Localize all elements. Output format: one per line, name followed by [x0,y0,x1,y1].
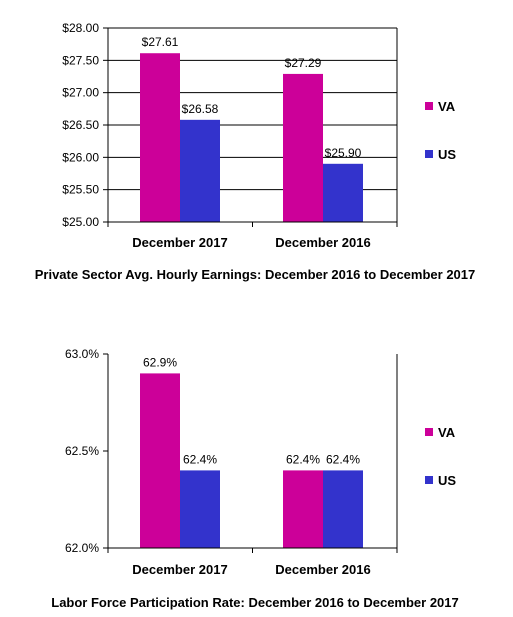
chart-title: Labor Force Participation Rate: December… [51,595,459,610]
y-tick-label: 62.0% [65,541,99,555]
y-tick-label: 62.5% [65,444,99,458]
bar-va [140,53,180,222]
legend-swatch-us [425,150,433,158]
legend-label-va: VA [438,99,456,114]
legend-swatch-va [425,102,433,110]
legend-label-us: US [438,147,456,162]
bar-us [180,470,220,548]
data-label: $27.61 [142,35,179,49]
y-tick-label: $25.00 [62,215,99,229]
x-tick-label: December 2017 [132,235,227,250]
x-tick-label: December 2016 [275,562,370,577]
legend-swatch-va [425,428,433,436]
y-tick-label: $28.00 [62,21,99,35]
data-label: $26.58 [182,102,219,116]
legend-swatch-us [425,476,433,484]
y-tick-label: $27.50 [62,53,99,67]
bar-us [323,470,363,548]
y-tick-label: $26.50 [62,118,99,132]
y-tick-label: $26.00 [62,150,99,164]
data-label: 62.4% [183,452,217,466]
data-label: 62.9% [143,355,177,369]
data-label: $27.29 [285,56,322,70]
bar-va [283,470,323,548]
chart-title: Private Sector Avg. Hourly Earnings: Dec… [35,267,476,282]
bar-va [283,73,323,222]
data-label: 62.4% [326,452,360,466]
x-tick-label: December 2017 [132,562,227,577]
bar-us [323,163,363,222]
x-tick-label: December 2016 [275,235,370,250]
legend-label-va: VA [438,425,456,440]
data-label: $25.90 [325,146,362,160]
bar-va [140,373,180,548]
legend-label-us: US [438,473,456,488]
y-tick-label: $27.00 [62,86,99,100]
data-label: 62.4% [286,452,320,466]
bar-us [180,119,220,222]
y-tick-label: $25.50 [62,183,99,197]
y-tick-label: 63.0% [65,347,99,361]
